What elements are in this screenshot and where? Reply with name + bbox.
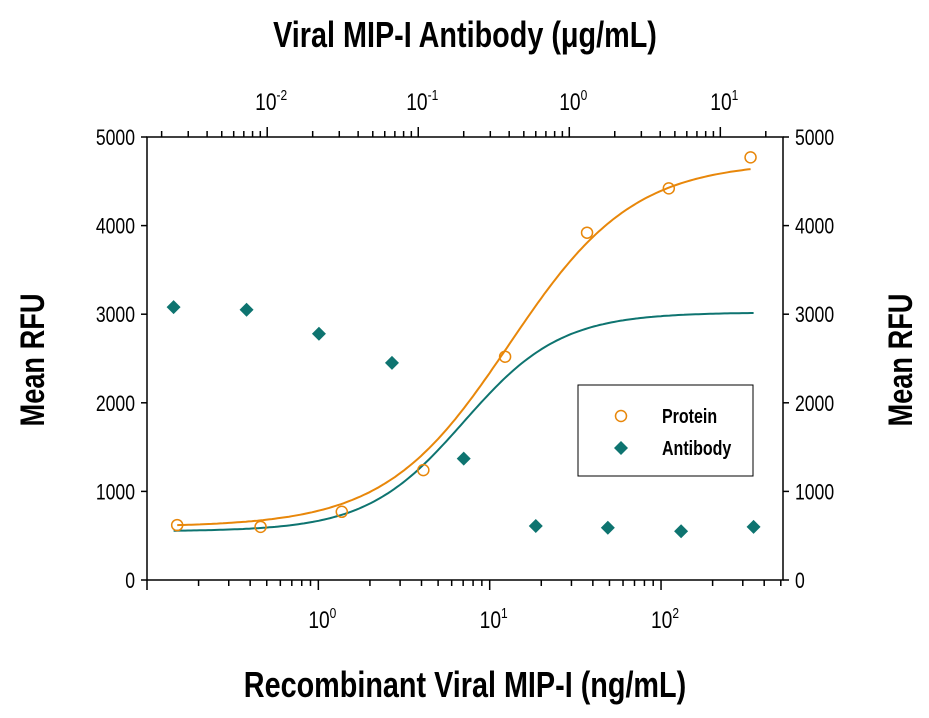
data-point-protein	[662, 182, 676, 195]
y-axis-title-left: Mean RFU	[13, 294, 52, 427]
tick-exponent: 2	[672, 605, 679, 622]
y-tick-label-left: 0	[125, 569, 135, 593]
tick-base: 10	[559, 88, 580, 116]
tick-exponent: 0	[581, 87, 588, 104]
x-axis-title: Recombinant Viral MIP-I (ng/mL)	[244, 664, 686, 705]
legend-box	[577, 384, 754, 477]
data-point-antibody	[384, 355, 399, 370]
y-tick-label-left: 1000	[96, 481, 135, 505]
data-point-protein	[580, 226, 594, 239]
data-point-antibody	[166, 300, 181, 315]
y-tick-label-left: 5000	[96, 126, 135, 150]
y-tick-label-right: 2000	[795, 392, 834, 416]
legend-marker-protein	[614, 409, 628, 423]
x-top-tick-label: 10-2	[255, 87, 287, 116]
legend-label-protein: Protein	[662, 405, 717, 427]
data-point-protein	[335, 505, 349, 519]
y-tick-label-left: 4000	[96, 215, 135, 239]
x-top-tick-label: 10-1	[406, 87, 438, 116]
y-tick-label-left: 2000	[96, 392, 135, 416]
legend-marker-antibody	[614, 441, 628, 455]
fit-curve-protein	[177, 168, 751, 527]
y-tick-label-right: 4000	[795, 215, 834, 239]
x-top-tick-label: 101	[710, 87, 738, 116]
x-bottom-tick-label: 102	[651, 605, 679, 634]
data-point-antibody	[311, 326, 326, 341]
fit-curves	[173, 168, 754, 532]
tick-base: 10	[406, 88, 427, 116]
y-axis-title-right: Mean RFU	[881, 294, 920, 427]
legend: Protein Antibody	[577, 384, 754, 477]
y-tick-label-left: 3000	[96, 303, 135, 327]
data-point-antibody	[746, 519, 761, 534]
data-points	[166, 151, 761, 539]
x-top-tick-label: 100	[559, 87, 587, 116]
tick-base: 10	[308, 606, 329, 634]
data-point-protein	[254, 520, 267, 534]
data-point-protein	[417, 463, 430, 477]
y-tick-label-right: 3000	[795, 303, 834, 327]
y-tick-label-right: 5000	[795, 126, 834, 150]
data-point-antibody	[600, 520, 615, 535]
tick-exponent: -2	[277, 87, 288, 104]
tick-base: 10	[480, 606, 501, 634]
data-point-protein	[498, 350, 512, 363]
x-bottom-tick-label: 101	[480, 605, 508, 634]
data-point-protein	[744, 151, 757, 164]
tick-exponent: 1	[732, 87, 739, 104]
data-point-protein	[170, 518, 184, 532]
tick-exponent: 0	[330, 605, 337, 622]
x-axis-title-text: Recombinant Viral MIP-I (ng/mL)	[244, 664, 686, 705]
tick-exponent: 1	[501, 605, 508, 622]
y-tick-label-right: 1000	[795, 481, 834, 505]
y-tick-label-right: 0	[795, 569, 805, 593]
data-point-antibody	[239, 302, 254, 317]
x-bottom-tick-label: 100	[308, 605, 336, 634]
tick-base: 10	[710, 88, 731, 116]
tick-base: 10	[255, 88, 276, 116]
data-point-antibody	[456, 451, 471, 466]
data-point-antibody	[674, 524, 689, 539]
legend-label-antibody: Antibody	[662, 437, 731, 459]
plot-frame	[146, 136, 784, 581]
data-point-antibody	[528, 518, 543, 533]
top-axis-title-text: Viral MIP-I Antibody (μg/mL)	[273, 14, 657, 55]
tick-exponent: -1	[428, 87, 439, 104]
fit-curve-antibody	[173, 312, 754, 532]
top-axis-title: Viral MIP-I Antibody (μg/mL)	[273, 14, 657, 55]
tick-base: 10	[651, 606, 672, 634]
